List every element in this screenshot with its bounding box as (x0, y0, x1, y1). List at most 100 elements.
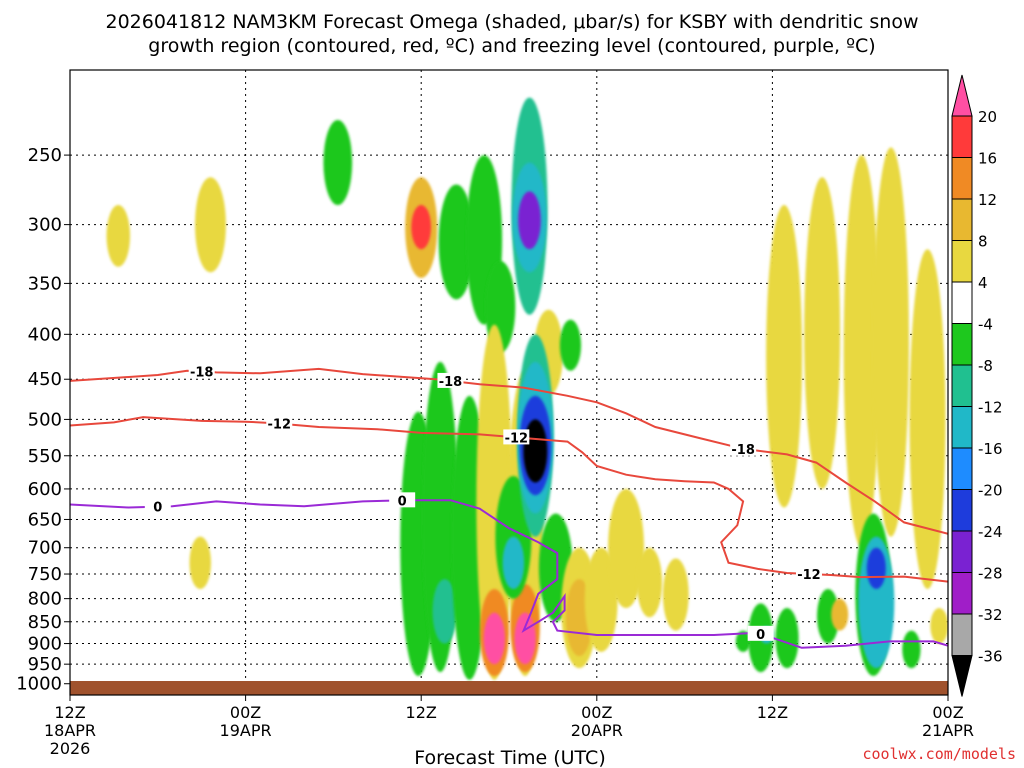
y-tick-label: 850 (28, 612, 62, 633)
y-tick-label: 600 (28, 479, 62, 500)
y-axis: 2503003504004505005506006507007508008509… (16, 145, 70, 695)
contour-label-bg (503, 429, 530, 445)
y-tick-label: 1000 (16, 674, 62, 695)
colorbar-label: -32 (978, 606, 1003, 624)
contour-label-bg (795, 566, 822, 582)
contour-label-bg (730, 440, 757, 456)
omega-cell (195, 177, 226, 273)
omega-cell (766, 205, 803, 508)
y-tick-label: 700 (28, 538, 62, 559)
colorbar-label: -12 (978, 399, 1003, 417)
y-tick-label: 750 (28, 564, 62, 585)
contour-label: -12 (797, 568, 821, 583)
x-tick-label: 00Z (932, 703, 963, 722)
colorbar-segment (951, 572, 973, 615)
temperature-contours: -18 -18 -18 -12 -12 -12 0 0 0 (70, 363, 948, 649)
y-tick-label: 950 (28, 654, 62, 675)
omega-cell (662, 558, 689, 631)
omega-shading (106, 97, 948, 680)
colorbar-label: 12 (978, 191, 997, 209)
colorbar-segment (951, 198, 973, 241)
colorbar-label: 16 (978, 150, 997, 168)
omega-cell (476, 324, 513, 680)
y-tick-label: 800 (28, 589, 62, 610)
contour-label: 0 (756, 628, 765, 643)
omega-cell (106, 205, 131, 267)
credit-text: coolwx.com/models (862, 745, 1016, 763)
x-axis-title: Forecast Time (UTC) (414, 747, 605, 768)
omega-cell (502, 536, 525, 589)
omega-cell (483, 612, 506, 665)
contour-label-bg (188, 363, 215, 379)
colorbar-segment (951, 406, 973, 449)
omega-cell (438, 184, 474, 300)
contour-label-bg (389, 492, 416, 508)
omega-cell (432, 579, 457, 644)
omega-cell (831, 598, 849, 631)
omega-cell (909, 249, 946, 589)
omega-cell (608, 488, 645, 609)
omega-cell (518, 191, 541, 250)
x-tick-label: 12Z (54, 703, 85, 722)
terrain-band (70, 681, 948, 695)
plot-frame (69, 69, 949, 696)
y-tick-label: 900 (28, 634, 62, 655)
omega-cell (523, 419, 548, 483)
colorbar-arrow-top (951, 74, 973, 117)
colorbar-segment (951, 489, 973, 532)
chart-title-line1: 2026041812 NAM3KM Forecast Omega (shaded… (105, 11, 918, 33)
omega-cell (323, 119, 353, 206)
x-tick-label: 12Z (757, 703, 788, 722)
colorbar-label: -20 (978, 482, 1003, 500)
omega-cell (775, 608, 799, 669)
omega-cell (189, 536, 211, 589)
x-tick-label: 00Z (230, 703, 261, 722)
colorbar-segment (951, 115, 973, 158)
colorbar-label: -8 (978, 357, 993, 375)
colorbar-label: 4 (978, 274, 988, 292)
colorbar-label: 20 (978, 108, 997, 126)
colorbar-label: -24 (978, 523, 1003, 541)
colorbar-label: -36 (978, 648, 1003, 666)
contour-label-bg (144, 498, 171, 514)
colorbar-arrow-bottom (951, 655, 973, 697)
colorbar-segment (951, 613, 973, 656)
contour-label: 0 (153, 501, 162, 516)
contour-label: -18 (731, 443, 755, 458)
colorbar-label: -28 (978, 565, 1003, 583)
x-tick-label: 2026 (50, 739, 91, 758)
y-tick-label: 650 (28, 509, 62, 530)
omega-cell (817, 588, 840, 644)
contour-label: -18 (190, 366, 214, 381)
contour-label: -18 (439, 375, 463, 390)
y-tick-label: 450 (28, 369, 62, 390)
colorbar-label: -4 (978, 316, 993, 334)
x-tick-label: 18APR (44, 721, 96, 740)
contour-label: -12 (505, 431, 529, 446)
colorbar-segment (951, 447, 973, 490)
contour-label-bg (437, 372, 464, 388)
colorbar-segment (951, 364, 973, 407)
omega-cell (411, 205, 432, 250)
colorbar-segment (951, 240, 973, 283)
x-tick-label: 00Z (581, 703, 612, 722)
colorbar-segment (951, 323, 973, 366)
omega-cell (584, 547, 618, 652)
y-tick-label: 300 (28, 215, 62, 236)
contour-label-bg (266, 415, 293, 431)
omega-cell (804, 177, 841, 489)
omega-cell (514, 612, 536, 665)
omega-cell (843, 155, 880, 548)
contour-label-bg (747, 625, 774, 641)
contour-label: -12 (268, 418, 292, 433)
y-tick-label: 550 (28, 446, 62, 467)
chart-title-line2: growth region (contoured, red, ºC) and f… (148, 35, 875, 57)
omega-cell (872, 147, 909, 537)
omega-cell (902, 630, 921, 669)
omega-cell (636, 547, 663, 618)
omega-cell (735, 630, 751, 652)
contour--12 (70, 416, 948, 583)
y-tick-label: 250 (28, 145, 62, 166)
